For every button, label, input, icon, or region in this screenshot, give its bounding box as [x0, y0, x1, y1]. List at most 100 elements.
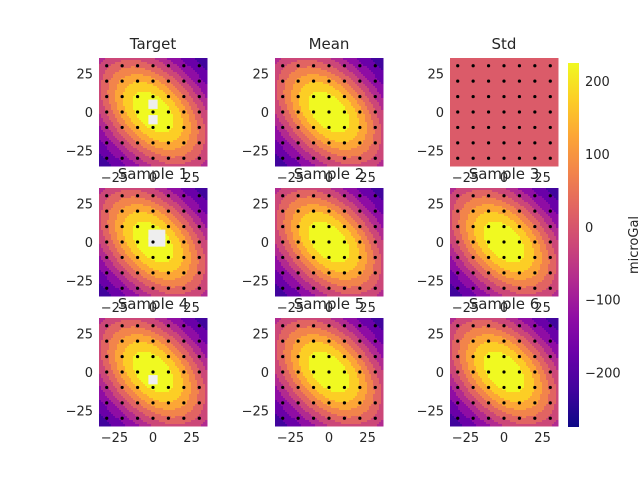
station-dot: [166, 416, 171, 420]
station-dot: [182, 385, 186, 390]
station-dot: [327, 286, 331, 290]
station-dot: [533, 271, 537, 275]
station-dot: [311, 64, 316, 68]
station-dot: [281, 324, 285, 328]
station-dot: [471, 416, 475, 420]
station-dot: [151, 416, 155, 420]
station-dot: [281, 240, 285, 244]
station-dot: [311, 324, 316, 328]
station-dot: [373, 339, 377, 343]
panel-title: Std: [492, 35, 517, 53]
station-dot: [105, 224, 109, 229]
station-dot: [311, 385, 316, 390]
station-dot: [311, 271, 316, 275]
station-dot: [105, 110, 109, 114]
station-dot: [517, 339, 522, 343]
station-dot: [197, 401, 201, 405]
station-dot: [166, 64, 171, 68]
station-dot: [281, 354, 285, 359]
station-dot: [311, 240, 316, 244]
station-dot: [486, 141, 491, 145]
missing-value-patch: [156, 229, 166, 239]
station-dot: [105, 194, 109, 198]
station-dot: [358, 79, 362, 83]
x-tick-label: 25: [534, 171, 551, 186]
station-dot: [373, 79, 377, 83]
station-dot: [120, 110, 124, 114]
x-tick-label: 0: [149, 301, 157, 316]
station-dot: [151, 141, 155, 145]
station-dot: [373, 64, 377, 68]
station-dot: [517, 94, 522, 99]
station-dot: [486, 286, 491, 290]
station-dot: [281, 194, 285, 198]
station-dot: [502, 94, 506, 99]
station-dot: [135, 224, 140, 229]
station-dot: [120, 224, 124, 229]
station-dot: [471, 271, 475, 275]
station-dot: [135, 194, 140, 198]
station-dot: [358, 156, 362, 160]
station-dot: [105, 79, 109, 83]
station-dot: [342, 354, 347, 359]
station-dot: [281, 141, 285, 145]
contour-fill: [275, 58, 384, 167]
colorbar-tick-label: 100: [585, 148, 610, 163]
station-dot: [135, 324, 140, 328]
station-dot: [197, 339, 201, 343]
x-tick-label: 25: [183, 171, 200, 186]
station-dot: [342, 125, 347, 130]
station-dot: [471, 240, 475, 244]
station-dot: [533, 110, 537, 114]
station-dot: [105, 324, 109, 328]
station-dot: [502, 416, 506, 420]
station-dot: [358, 209, 362, 213]
y-tick-label: −25: [66, 405, 93, 420]
station-dot: [456, 370, 460, 374]
station-dot: [166, 156, 171, 160]
station-dot: [182, 194, 186, 198]
station-points: [281, 324, 377, 420]
station-dot: [120, 401, 124, 405]
station-dot: [197, 271, 201, 275]
y-tick-label: 25: [252, 67, 269, 82]
station-dot: [296, 240, 300, 244]
station-dot: [358, 354, 362, 359]
station-points: [456, 64, 552, 160]
station-dot: [533, 141, 537, 145]
x-tick-label: 25: [359, 431, 376, 446]
station-dot: [471, 209, 475, 213]
station-dot: [517, 271, 522, 275]
x-tick-label: −25: [277, 171, 304, 186]
station-dot: [120, 416, 124, 420]
station-dot: [517, 286, 522, 290]
station-dot: [135, 110, 140, 114]
station-dot: [502, 255, 506, 260]
station-dot: [197, 194, 201, 198]
station-dot: [120, 286, 124, 290]
station-dot: [358, 224, 362, 229]
station-dot: [166, 385, 171, 390]
station-dot: [502, 209, 506, 213]
station-dot: [151, 354, 155, 359]
station-dot: [311, 79, 316, 83]
x-tick-label: 0: [500, 171, 508, 186]
station-dot: [120, 64, 124, 68]
station-dot: [342, 240, 347, 244]
station-dot: [342, 64, 347, 68]
station-dot: [135, 370, 140, 374]
y-tick-label: 0: [436, 366, 444, 381]
panel-std: Std −25 0 25 25 0 −25: [417, 35, 559, 186]
station-dot: [151, 286, 155, 290]
station-dot: [281, 79, 285, 83]
y-tick-label: 25: [76, 197, 93, 212]
station-dot: [342, 271, 347, 275]
station-dot: [135, 255, 140, 260]
station-dot: [327, 401, 331, 405]
station-dot: [166, 141, 171, 145]
x-tick-label: 25: [359, 171, 376, 186]
station-dot: [151, 125, 155, 130]
station-dot: [517, 141, 522, 145]
station-dot: [311, 339, 316, 343]
